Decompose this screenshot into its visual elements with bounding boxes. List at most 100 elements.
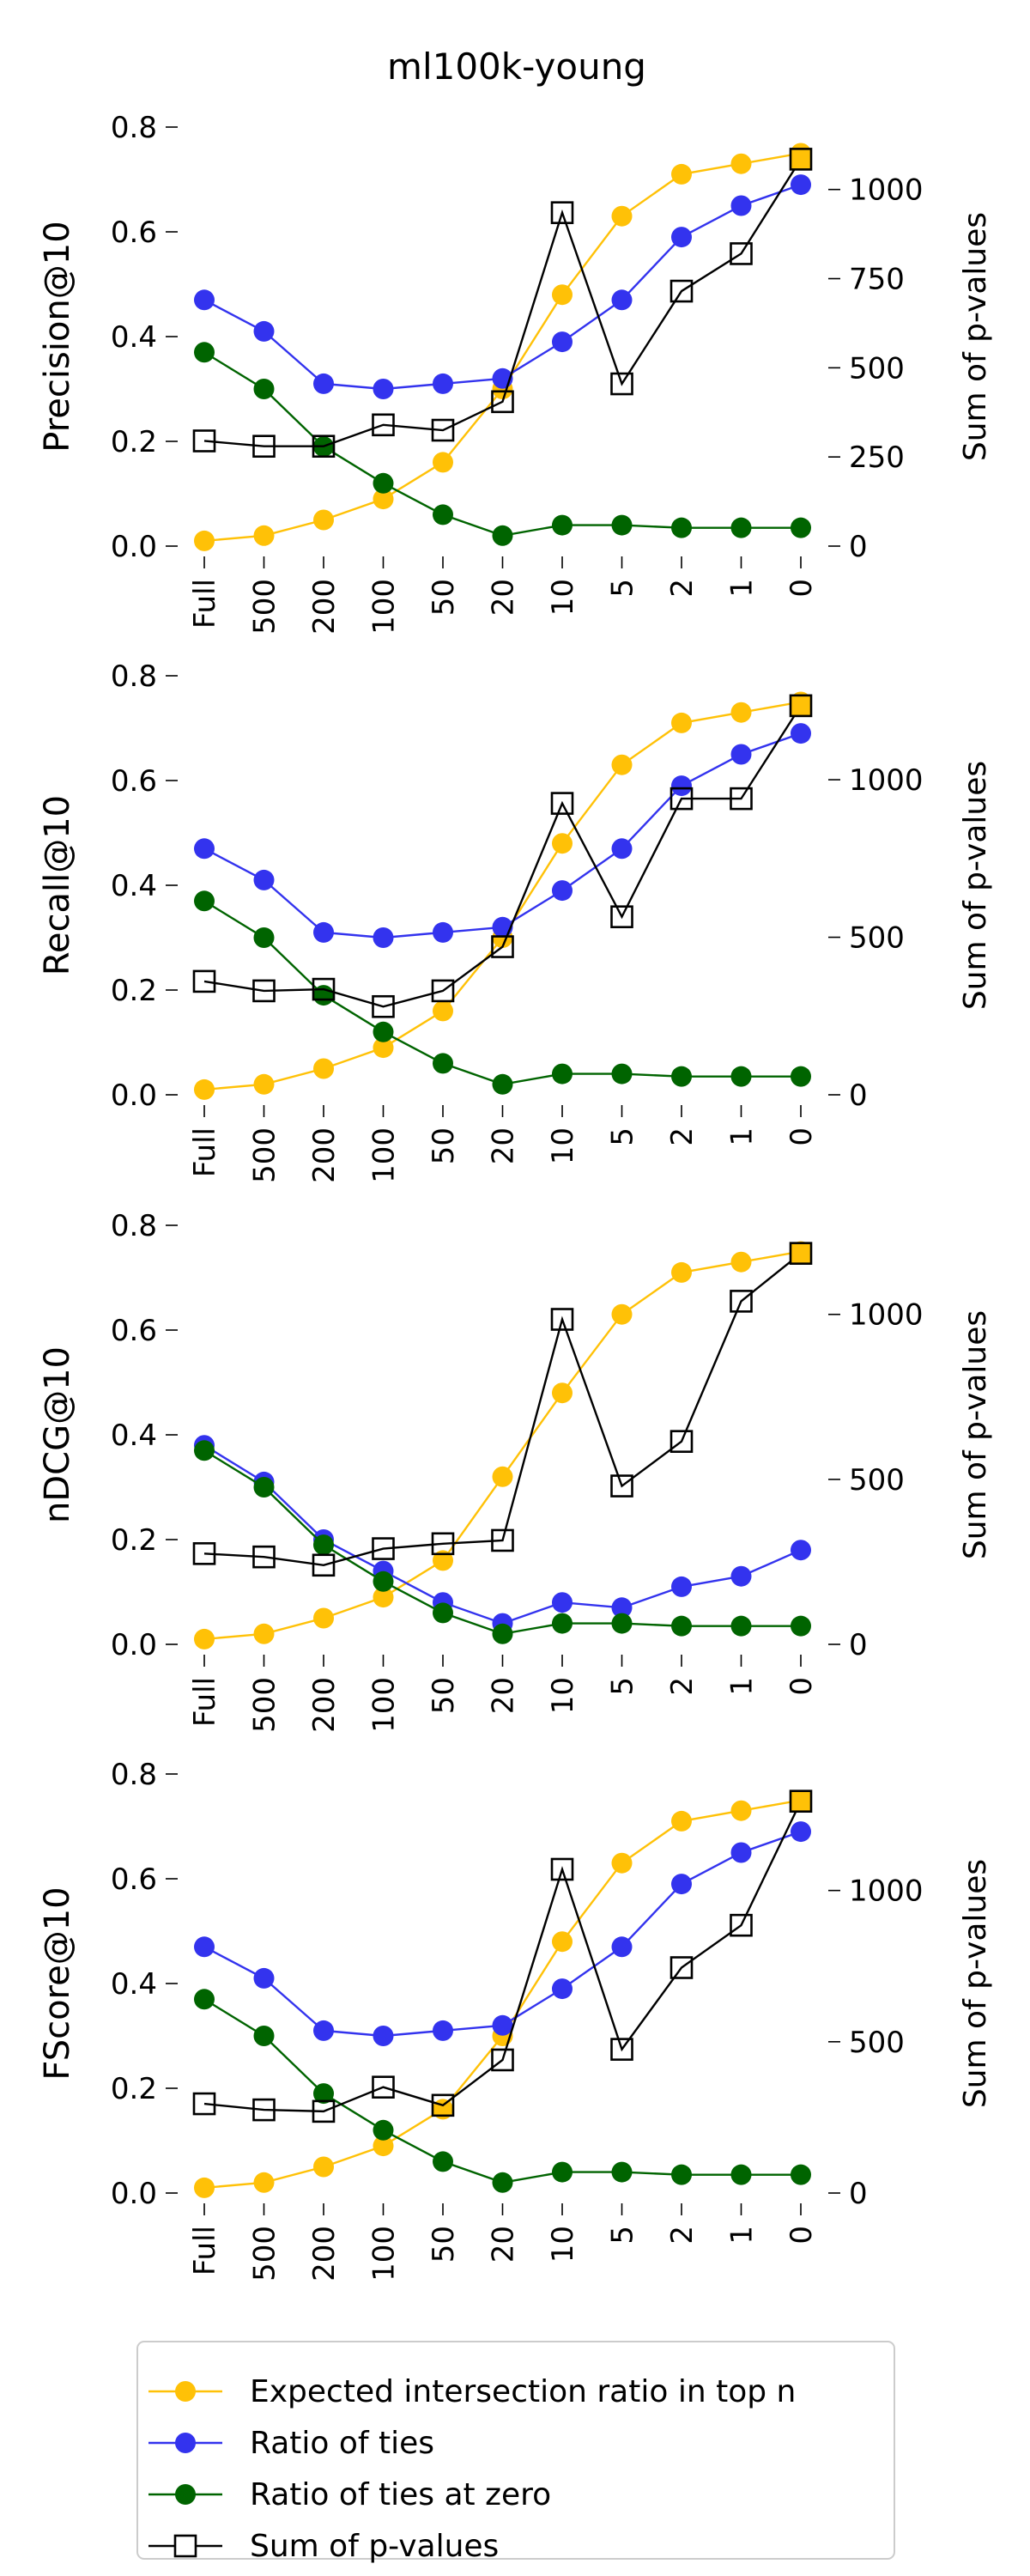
- series-point: [671, 1810, 692, 1832]
- series-point: [611, 754, 633, 775]
- y-axis-title: Recall@10: [38, 795, 77, 975]
- pvalue-point: [312, 977, 336, 1001]
- x-tick-label: Full: [188, 1677, 222, 1727]
- x-tick-label: 10: [546, 1677, 580, 1714]
- left-y-tick-label: 0.0: [111, 530, 157, 564]
- legend-marker: [175, 2484, 196, 2505]
- series-point: [194, 838, 215, 860]
- pvalue-point: [670, 279, 694, 303]
- series-point: [373, 1587, 394, 1608]
- pvalue-point: [252, 2098, 276, 2122]
- series-point: [313, 921, 334, 943]
- pvalue-point: [550, 201, 574, 224]
- legend-label: Sum of p-values: [250, 2529, 499, 2564]
- series-point: [730, 195, 752, 216]
- y-axis-title: Precision@10: [38, 221, 77, 452]
- right-y-tick-label: 1000: [849, 173, 924, 208]
- series-point: [671, 775, 692, 797]
- series-point: [313, 1058, 334, 1079]
- series-point: [253, 1623, 275, 1644]
- series-point: [730, 1066, 752, 1087]
- left-y-tick-label: 0.0: [111, 1628, 157, 1662]
- x-tick-label: 200: [307, 1677, 342, 1733]
- series-point: [611, 1936, 633, 1958]
- legend-label: Ratio of ties: [250, 2426, 434, 2461]
- pvalue-point: [252, 979, 276, 1003]
- pvalue-point: [192, 1542, 216, 1565]
- series-point: [492, 2014, 513, 2036]
- series-point: [253, 379, 275, 399]
- series-point: [671, 227, 692, 248]
- series-point: [611, 514, 633, 536]
- x-tick-label: 2: [665, 1677, 700, 1696]
- right-y-tick-label: 1000: [849, 1298, 924, 1333]
- series-point: [433, 2151, 453, 2172]
- x-tick-label: 5: [606, 1677, 640, 1696]
- series-point: [433, 373, 453, 394]
- series-point: [791, 1821, 811, 1843]
- legend-marker: [175, 2433, 196, 2453]
- x-tick-label: 0: [785, 1677, 819, 1696]
- pvalue-point: [431, 418, 455, 442]
- y-axis-title-right: Sum of p-values: [958, 1859, 993, 2108]
- pvalue-point: [730, 1913, 753, 1937]
- pvalue-point: [312, 2099, 336, 2123]
- pvalue-point: [491, 935, 514, 958]
- series-point: [730, 517, 752, 538]
- series-point: [373, 927, 394, 948]
- pvalue-point: [372, 1537, 395, 1560]
- x-tick-label: 20: [487, 1127, 521, 1164]
- series-point: [671, 712, 692, 733]
- series-point: [313, 373, 334, 394]
- left-y-tick-label: 0.8: [111, 1209, 157, 1243]
- pvalue-point: [730, 242, 753, 265]
- series-point: [611, 1852, 633, 1874]
- pvalue-point: [372, 413, 395, 437]
- series-point: [433, 1550, 453, 1571]
- series-point: [730, 1842, 752, 1863]
- series-point: [611, 1063, 633, 1084]
- series-point: [313, 1534, 334, 1556]
- x-tick-label: 200: [307, 1127, 342, 1183]
- series-point: [552, 1063, 573, 1084]
- series-point: [313, 1607, 334, 1629]
- series-line: [203, 701, 802, 1091]
- pvalue-point: [431, 1532, 455, 1556]
- pvalue-line: [203, 705, 803, 1008]
- series-point: [433, 1602, 453, 1624]
- series-point: [730, 702, 752, 723]
- pvalue-point: [372, 994, 395, 1018]
- left-y-tick-label: 0.0: [111, 1078, 157, 1113]
- series-point: [313, 2083, 334, 2105]
- legend-label: Ratio of ties at zero: [250, 2477, 551, 2512]
- left-y-tick-label: 0.2: [111, 1523, 157, 1558]
- pvalue-point: [670, 787, 694, 811]
- figure-title: ml100k-young: [387, 46, 646, 88]
- series-point: [611, 1613, 633, 1634]
- pvalue-point: [192, 2092, 216, 2116]
- x-tick-label: 200: [307, 2226, 342, 2281]
- legend-frame: [136, 2341, 895, 2560]
- x-tick-label: 500: [248, 2226, 282, 2281]
- right-y-tick-label: 500: [849, 1463, 905, 1498]
- x-tick-label: 10: [546, 579, 580, 616]
- x-tick-label: 50: [427, 579, 461, 616]
- pvalue-point: [670, 1956, 694, 1979]
- right-y-tick-label: 0: [849, 1078, 868, 1113]
- series-point: [433, 504, 453, 526]
- x-tick-label: 1: [725, 2226, 760, 2245]
- right-y-tick-label: 0: [849, 530, 868, 564]
- x-tick-label: 20: [487, 2226, 521, 2263]
- pvalue-point: [252, 1545, 276, 1569]
- right-y-tick-label: 500: [849, 2026, 905, 2060]
- left-y-tick-label: 0.6: [111, 1862, 157, 1897]
- x-tick-label: 0: [785, 579, 819, 598]
- x-tick-label: 20: [487, 579, 521, 616]
- series-point: [194, 342, 215, 363]
- left-y-tick-label: 0.2: [111, 2072, 157, 2106]
- x-tick-label: 500: [248, 1677, 282, 1733]
- series-point: [194, 530, 215, 551]
- pvalue-point: [431, 979, 455, 1003]
- x-tick-label: 5: [606, 2226, 640, 2245]
- right-y-tick-label: 500: [849, 351, 905, 386]
